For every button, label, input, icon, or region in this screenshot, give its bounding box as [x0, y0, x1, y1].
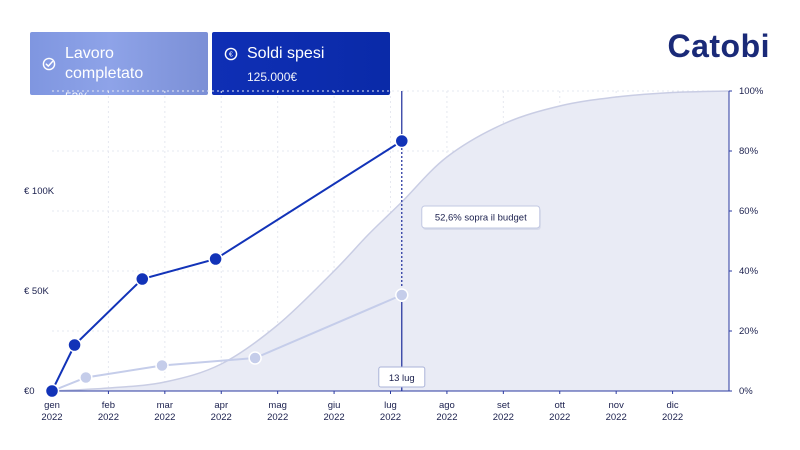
x-tick-year: 2022: [211, 412, 232, 423]
x-tick-year: 2022: [606, 412, 627, 423]
work-point: [155, 358, 169, 373]
axes: gen2022feb2022mar2022apr2022mag2022giu20…: [24, 86, 764, 423]
x-tick-year: 2022: [154, 412, 175, 423]
y-left-tick-label: € 100K: [24, 186, 55, 197]
x-tick-month: lug: [384, 400, 397, 411]
overlays: 13 lug 52,6% sopra il budget: [378, 91, 541, 391]
y-right-tick-label: 40%: [739, 266, 759, 277]
spent-point: [67, 337, 82, 353]
x-tick-month: feb: [102, 400, 115, 411]
money-spent-value: 125.000€: [247, 70, 298, 84]
progress-area: [51, 90, 730, 392]
annotation-text: 52,6% sopra il budget: [435, 213, 527, 224]
annotation-box: [421, 205, 541, 229]
svg-text:€: €: [229, 52, 233, 59]
x-tick-year: 2022: [493, 412, 514, 423]
x-tick-month: dic: [667, 400, 679, 411]
x-tick-year: 2022: [267, 412, 288, 423]
work-point: [395, 288, 409, 302]
x-tick-year: 2022: [549, 412, 570, 423]
x-tick-year: 2022: [41, 412, 62, 423]
spent-point: [208, 251, 223, 267]
series: [44, 133, 410, 399]
brand-logo: Catobi: [667, 28, 770, 64]
work-completed-value: 53%: [65, 90, 90, 104]
y-right-tick-label: 100%: [739, 86, 764, 97]
x-tick-month: apr: [214, 400, 228, 411]
x-tick-month: ott: [554, 400, 565, 411]
x-tick-month: gen: [44, 400, 60, 411]
check-circle-icon: [42, 57, 56, 71]
progress-area-fill: [52, 91, 729, 391]
x-tick-month: giu: [328, 400, 341, 411]
x-tick-year: 2022: [324, 412, 345, 423]
spent-point: [135, 271, 150, 287]
x-tick-month: mag: [268, 400, 286, 411]
y-left-tick-label: €0: [24, 386, 35, 397]
euro-circle-icon: €: [224, 47, 238, 61]
x-tick-year: 2022: [380, 412, 401, 423]
x-tick-month: mar: [157, 400, 173, 411]
money-spent-title: Soldi spesi: [247, 45, 325, 62]
y-right-tick-label: 80%: [739, 146, 759, 157]
x-tick-month: nov: [609, 400, 625, 411]
y-right-tick-label: 0%: [739, 386, 753, 397]
spent-point: [394, 133, 410, 149]
work-completed-title: Lavoro completato: [65, 45, 144, 82]
work-completed-card[interactable]: Lavoro completato 53%: [30, 32, 208, 104]
x-tick-year: 2022: [98, 412, 119, 423]
y-right-tick-label: 60%: [739, 206, 759, 217]
money-spent-card[interactable]: € Soldi spesi 125.000€: [212, 32, 390, 95]
progress-area-edge: [51, 90, 730, 392]
today-label-box: [378, 366, 426, 388]
y-left-tick-label: € 50K: [24, 286, 49, 297]
work-point: [248, 351, 262, 365]
x-tick-year: 2022: [436, 412, 457, 423]
x-tick-year: 2022: [662, 412, 683, 423]
spent-point: [44, 383, 60, 399]
today-label: 13 lug: [389, 373, 415, 384]
y-right-tick-label: 20%: [739, 326, 759, 337]
x-tick-month: ago: [439, 400, 455, 411]
x-tick-month: set: [497, 400, 510, 411]
work-point: [79, 370, 93, 385]
